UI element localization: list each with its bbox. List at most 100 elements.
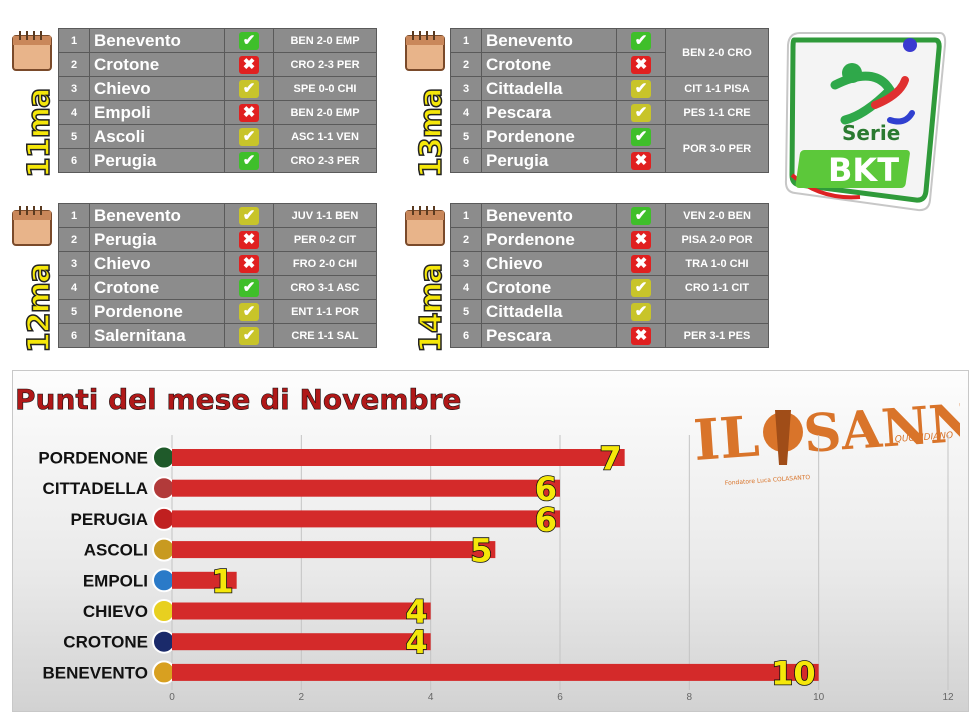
team-cell: Crotone: [89, 52, 225, 77]
table-row: 1 Benevento ✔ VEN 2-0 BEN: [450, 203, 769, 228]
position-cell: 5: [58, 299, 90, 324]
position-cell: 2: [58, 52, 90, 77]
check-icon: ✔: [239, 302, 259, 321]
team-cell: Benevento: [89, 203, 225, 228]
bkt-text: BKT: [828, 151, 899, 189]
match-result-cell: FRO 2-0 CHI: [273, 251, 377, 276]
position-cell: 2: [450, 52, 482, 77]
team-cell: Pordenone: [481, 124, 617, 149]
team-cell: Crotone: [481, 275, 617, 300]
match-result-cell: CIT 1-1 PISA: [665, 76, 769, 101]
check-icon: ✔: [631, 127, 651, 146]
table-row: 6 Perugia ✔ CRO 2-3 PER: [58, 148, 377, 173]
position-cell: 6: [450, 323, 482, 348]
result-mark-cell: ✔: [224, 148, 274, 173]
result-mark-cell: ✔: [224, 323, 274, 348]
result-mark-cell: ✔: [616, 275, 666, 300]
cross-icon: ✖: [631, 326, 651, 345]
table-row: 1 Benevento ✔ JUV 1-1 BEN: [58, 203, 377, 228]
cross-icon: ✖: [631, 254, 651, 273]
match-result-cell: SPE 0-0 CHI: [273, 76, 377, 101]
result-mark-cell: ✔: [224, 203, 274, 228]
table-row: 4 Pescara ✔ PES 1-1 CRE: [450, 100, 769, 125]
round-label: 14ma: [413, 263, 450, 354]
team-cell: Benevento: [481, 28, 617, 53]
team-cell: Chievo: [481, 251, 617, 276]
cross-icon: ✖: [631, 230, 651, 249]
position-cell: 3: [450, 76, 482, 101]
serie-text: Serie: [842, 121, 900, 145]
result-mark-cell: ✔: [616, 299, 666, 324]
table-row: 2 Crotone ✖ CRO 2-3 PER: [58, 52, 377, 77]
position-cell: 5: [58, 124, 90, 149]
table-row: 2 Perugia ✖ PER 0-2 CIT: [58, 227, 377, 252]
team-cell: Crotone: [481, 52, 617, 77]
table-row: 3 Chievo ✖ TRA 1-0 CHI: [450, 251, 769, 276]
table-row: 1 Benevento ✔ BEN 2-0 CRO: [450, 28, 769, 77]
result-mark-cell: ✔: [616, 28, 666, 53]
cross-icon: ✖: [631, 55, 651, 74]
table-row: 3 Chievo ✖ FRO 2-0 CHI: [58, 251, 377, 276]
team-cell: Cittadella: [481, 76, 617, 101]
position-cell: 4: [58, 100, 90, 125]
check-icon: ✔: [239, 206, 259, 225]
match-result-cell: PER 3-1 PES: [665, 323, 769, 348]
match-result-cell: BEN 2-0 EMP: [273, 28, 377, 53]
match-result-cell: BEN 2-0 CRO: [665, 28, 769, 77]
team-cell: Pescara: [481, 323, 617, 348]
table-row: 6 Pescara ✖ PER 3-1 PES: [450, 323, 769, 348]
team-cell: Chievo: [89, 76, 225, 101]
check-icon: ✔: [239, 127, 259, 146]
match-result-cell: CRO 3-1 ASC: [273, 275, 377, 300]
position-cell: 5: [450, 299, 482, 324]
match-result-cell: PES 1-1 CRE: [665, 100, 769, 125]
brand-founder: Fondatore Luca COLASANTO: [725, 474, 811, 487]
team-cell: Benevento: [481, 203, 617, 228]
table-row: 5 Cittadella ✔: [450, 299, 769, 324]
result-mark-cell: ✖: [224, 227, 274, 252]
position-cell: 1: [58, 28, 90, 53]
match-result-cell: TRA 1-0 CHI: [665, 251, 769, 276]
check-icon: ✔: [631, 79, 651, 98]
position-cell: 3: [450, 251, 482, 276]
team-cell: Pordenone: [89, 299, 225, 324]
check-icon: ✔: [239, 151, 259, 170]
cross-icon: ✖: [239, 230, 259, 249]
position-cell: 1: [450, 203, 482, 228]
calendar-icon: [10, 203, 54, 247]
chart-title: Punti del mese di Novembre: [15, 383, 462, 417]
table-row: 4 Crotone ✔ CRO 3-1 ASC: [58, 275, 377, 300]
position-cell: 3: [58, 251, 90, 276]
position-cell: 2: [450, 227, 482, 252]
team-cell: Perugia: [89, 148, 225, 173]
brand-sannio: SANNIO: [802, 390, 960, 465]
result-mark-cell: ✔: [224, 275, 274, 300]
position-cell: 4: [58, 275, 90, 300]
calendar-icon: [403, 203, 447, 247]
match-result-cell: CRE 1-1 SAL: [273, 323, 377, 348]
match-result-cell: PISA 2-0 POR: [665, 227, 769, 252]
result-mark-cell: ✔: [224, 28, 274, 53]
team-cell: Crotone: [89, 275, 225, 300]
table-row: 3 Cittadella ✔ CIT 1-1 PISA: [450, 76, 769, 101]
match-result-cell: PER 0-2 CIT: [273, 227, 377, 252]
result-mark-cell: ✔: [224, 124, 274, 149]
calendar-icon: [10, 28, 54, 72]
result-mark-cell: ✔: [616, 100, 666, 125]
match-result-cell: POR 3-0 PER: [665, 124, 769, 173]
team-cell: Salernitana: [89, 323, 225, 348]
position-cell: 6: [450, 148, 482, 173]
result-mark-cell: ✖: [224, 100, 274, 125]
check-icon: ✔: [239, 326, 259, 345]
standings-table: 1 Benevento ✔ JUV 1-1 BEN 2 Perugia ✖ PER 0-2 C…: [58, 203, 377, 348]
round-label: 11ma: [21, 88, 58, 179]
table-row: 2 Pordenone ✖ PISA 2-0 POR: [450, 227, 769, 252]
match-result-cell: VEN 2-0 BEN: [665, 203, 769, 228]
team-cell: Empoli: [89, 100, 225, 125]
match-result-cell: ASC 1-1 VEN: [273, 124, 377, 149]
table-row: 2 Crotone ✖: [450, 52, 769, 77]
result-mark-cell: ✖: [616, 227, 666, 252]
table-row: 3 Chievo ✔ SPE 0-0 CHI: [58, 76, 377, 101]
match-result-cell: ENT 1-1 POR: [273, 299, 377, 324]
match-result-cell: CRO 1-1 CIT: [665, 275, 769, 300]
